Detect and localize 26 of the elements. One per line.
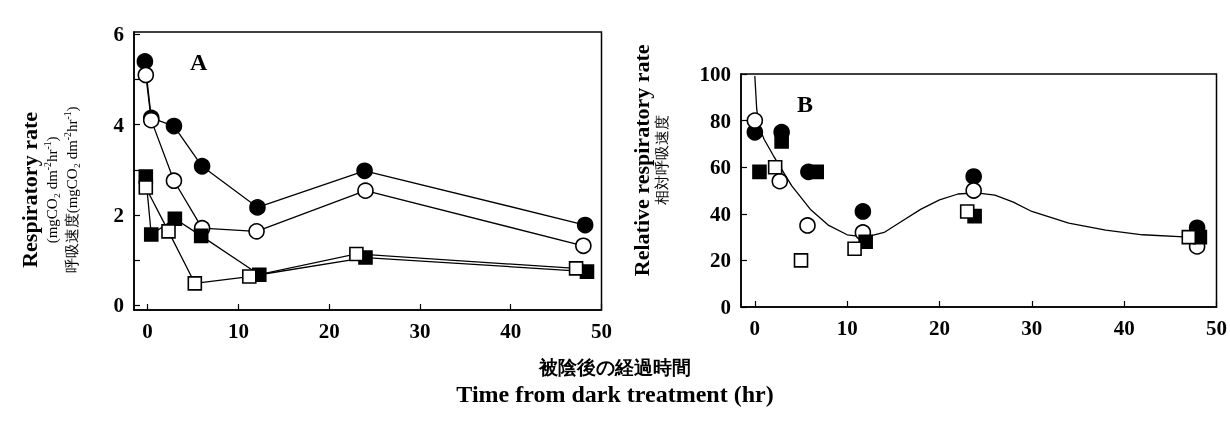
y-tick-label: 80 [710, 108, 731, 133]
annotation: A [190, 49, 208, 75]
y-tick-label: 40 [710, 201, 731, 226]
x-tick-label: 0 [749, 315, 761, 340]
x-tick-label: 50 [1206, 315, 1227, 340]
x-tick-label: 10 [227, 318, 249, 343]
x-tick-label: 20 [929, 315, 951, 340]
x-tick-label: 0 [142, 318, 153, 343]
y-tick-label: 60 [710, 155, 731, 180]
x-tick-label: 30 [409, 318, 431, 343]
y-axis-title: Relative respiratory rate 相対呼吸速度 [628, 43, 671, 276]
y-tick-label: 0 [720, 295, 731, 319]
x-tick-label: 40 [1113, 315, 1135, 340]
y-tick-label: 4 [113, 112, 125, 137]
x-tick-label: 20 [318, 318, 340, 343]
x-axis-title: 被陰後の経過時間 Time from dark treatment (hr) [455, 356, 775, 408]
y-tick-label: 2 [113, 203, 124, 228]
x-tick-label: 30 [1021, 315, 1043, 340]
y-tick-label: 0 [113, 293, 124, 318]
x-tick-label: 40 [500, 318, 522, 343]
x-tick-label: 10 [836, 315, 858, 340]
y-tick-label: 6 [113, 22, 124, 47]
y-tick-label: 20 [710, 248, 731, 273]
x-tick-label: 50 [591, 318, 612, 343]
annotation: B [797, 91, 814, 117]
y-tick-label: 100 [699, 62, 731, 86]
